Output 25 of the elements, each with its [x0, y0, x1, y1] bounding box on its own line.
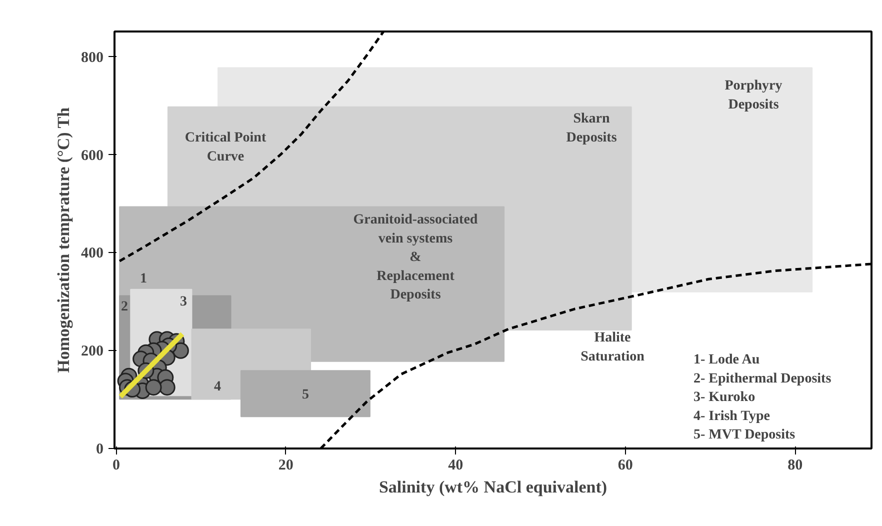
y-tick-label: 0 — [96, 442, 104, 458]
y-tick-label: 200 — [81, 344, 104, 360]
annotation: 1- Lode Au 2- Epithermal Deposits 3- Kuroko 4- Irish Type 5- MVT Deposits — [694, 352, 832, 442]
annotation: Critical Point Curve — [184, 130, 266, 164]
x-tick-label: 0 — [112, 458, 120, 474]
annotation: 4 — [214, 380, 221, 394]
annotation: Halite Saturation — [580, 330, 645, 364]
x-tick-label: 60 — [618, 458, 633, 474]
x-axis-title: Salinity (wt% NaCl equivalent) — [378, 478, 608, 496]
annotation: Granitoid-associated vein systems & Replacement Deposits — [353, 212, 478, 302]
annotation: 2 — [121, 300, 128, 314]
x-tick-label: 20 — [278, 458, 294, 474]
y-tick-label: 600 — [81, 148, 104, 164]
annotation: Skarn Deposits — [566, 112, 618, 146]
x-tick-label: 40 — [448, 458, 464, 474]
y-tick-label: 800 — [81, 50, 104, 66]
annotation: 1 — [140, 272, 147, 286]
point — [145, 379, 162, 396]
annotation: 5 — [302, 388, 309, 402]
y-tick-label: 400 — [81, 246, 104, 262]
annotation: Porphyry Deposits — [724, 78, 782, 112]
annotation: 3 — [180, 294, 187, 310]
y-axis-title: Homogenization temprature (°C) Th — [54, 106, 73, 373]
point — [158, 379, 176, 396]
x-tick-label: 80 — [788, 458, 803, 474]
